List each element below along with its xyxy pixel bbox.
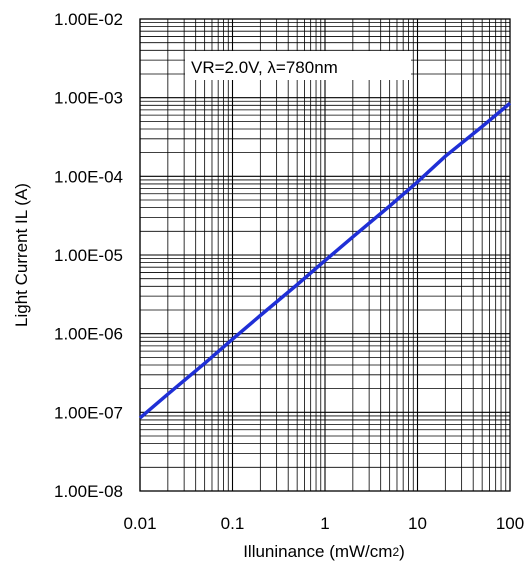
annotation-text: VR=2.0V, λ=780nm (191, 58, 338, 77)
y-tick-label: 1.00E-05 (54, 246, 123, 265)
x-tick-label: 0.01 (123, 514, 156, 533)
y-tick-label: 1.00E-04 (54, 167, 123, 186)
x-tick-label: 0.1 (221, 514, 245, 533)
x-tick-label: 10 (408, 514, 427, 533)
series-layer (138, 101, 512, 420)
y-tick-label: 1.00E-07 (54, 403, 123, 422)
tick-labels: 0.01 0.1 1 10 100 1.00E-08 1.00E-07 1.00E-06 1.0… (54, 10, 524, 533)
annotation-box: VR=2.0V, λ=780nm (185, 51, 411, 80)
lambda-symbol: λ (267, 58, 276, 77)
annotation-suffix: =780nm (276, 58, 338, 77)
x-tick-label: 100 (496, 514, 524, 533)
plot-frame (139, 18, 511, 492)
y-tick-label: 1.00E-06 (54, 325, 123, 344)
grid (139, 19, 510, 492)
x-tick-label: 1 (320, 514, 329, 533)
annotation-prefix: VR=2.0V, (191, 58, 267, 77)
x-axis-label-close: ) (399, 542, 405, 561)
x-axis-label: Illuninance (mW/cm (243, 542, 392, 561)
y-tick-label: 1.00E-08 (54, 482, 123, 501)
y-tick-label: 1.00E-02 (54, 10, 123, 29)
x-axis-title: Illuninance (mW/cm2) (243, 542, 405, 561)
y-tick-label: 1.00E-03 (54, 89, 123, 108)
x-axis-superscript: 2 (392, 545, 399, 559)
y-axis-title: Light Current IL (A) (12, 183, 31, 327)
